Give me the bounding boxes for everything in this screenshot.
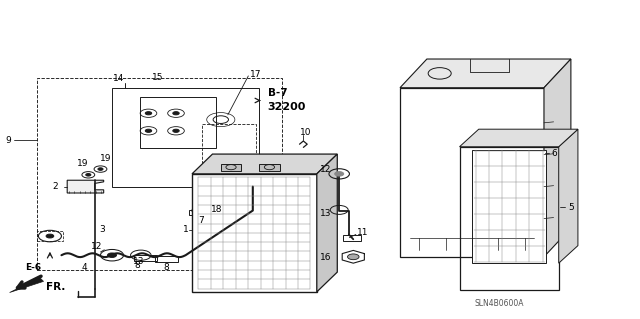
Text: 3: 3 <box>99 225 105 234</box>
Text: 8: 8 <box>134 261 140 270</box>
Bar <box>192 174 317 292</box>
Text: 16: 16 <box>320 253 332 262</box>
Circle shape <box>46 234 54 238</box>
Text: 4: 4 <box>82 263 88 272</box>
Polygon shape <box>559 129 578 263</box>
Text: SLN4B0600A: SLN4B0600A <box>475 299 524 308</box>
Text: 18: 18 <box>211 205 223 214</box>
Circle shape <box>173 112 179 115</box>
Text: 6: 6 <box>552 149 557 158</box>
Polygon shape <box>544 59 571 257</box>
Polygon shape <box>460 129 578 147</box>
Bar <box>155 256 178 262</box>
Bar <box>221 164 241 171</box>
Text: 1: 1 <box>183 225 189 234</box>
Circle shape <box>98 168 103 170</box>
Bar <box>140 97 216 148</box>
Polygon shape <box>67 180 104 193</box>
Circle shape <box>108 253 116 257</box>
Text: 5: 5 <box>568 203 574 212</box>
Circle shape <box>335 172 344 176</box>
Bar <box>189 210 207 215</box>
Text: 11: 11 <box>357 228 369 237</box>
Bar <box>134 255 157 261</box>
Bar <box>343 235 361 241</box>
Circle shape <box>145 112 152 115</box>
Bar <box>259 164 280 171</box>
Polygon shape <box>400 59 571 88</box>
Circle shape <box>348 254 359 260</box>
Text: 13: 13 <box>320 209 332 218</box>
Bar <box>37 78 282 270</box>
Polygon shape <box>192 154 337 174</box>
Text: 17: 17 <box>250 70 261 78</box>
Text: 7: 7 <box>198 216 204 225</box>
Polygon shape <box>10 278 44 293</box>
Text: E-6: E-6 <box>26 263 42 272</box>
Bar <box>202 124 256 187</box>
Text: 8: 8 <box>163 263 169 272</box>
Polygon shape <box>317 154 337 292</box>
Text: FR.: FR. <box>46 282 65 292</box>
Bar <box>472 150 546 263</box>
Bar <box>400 88 544 257</box>
Text: 12: 12 <box>91 242 102 251</box>
Circle shape <box>173 129 179 132</box>
Text: B-7: B-7 <box>268 87 287 98</box>
Text: 14: 14 <box>113 74 125 83</box>
Bar <box>37 231 63 241</box>
Text: 12: 12 <box>320 165 332 174</box>
Text: 19: 19 <box>100 154 111 163</box>
Text: 2: 2 <box>52 182 58 191</box>
Circle shape <box>86 174 91 176</box>
Text: 15: 15 <box>152 73 164 82</box>
Circle shape <box>145 129 152 132</box>
Bar <box>112 88 259 187</box>
Bar <box>460 147 559 290</box>
Text: 19: 19 <box>77 159 88 168</box>
Text: 9: 9 <box>5 136 11 145</box>
Text: 10: 10 <box>300 128 311 137</box>
Text: 32200: 32200 <box>268 102 306 112</box>
Text: 13: 13 <box>132 257 144 266</box>
